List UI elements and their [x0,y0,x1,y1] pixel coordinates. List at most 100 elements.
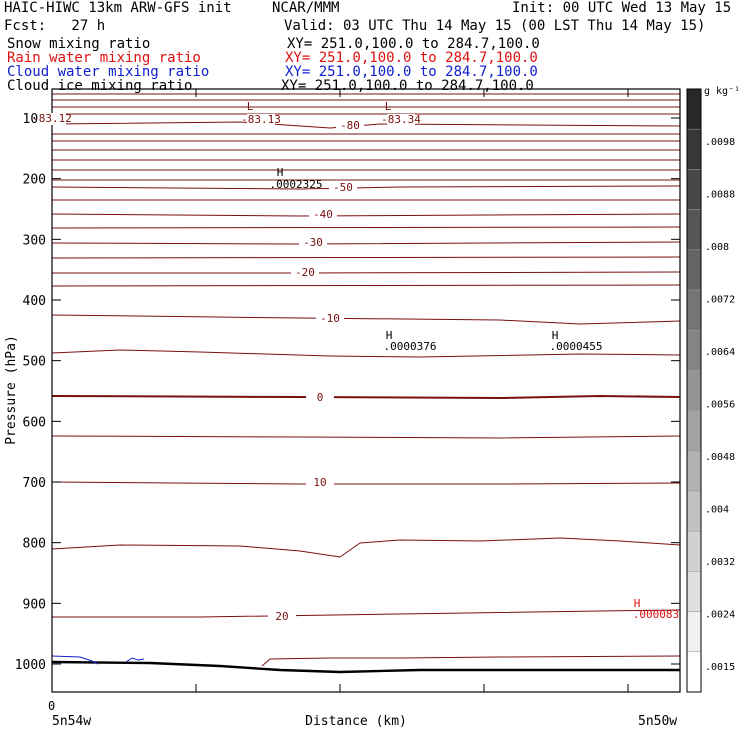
plot-frame [51,88,681,693]
colorbar-segment [686,530,702,572]
label-mask [247,114,275,126]
colorbar-segment [686,329,702,371]
colorbar-segment [686,410,702,452]
isotherm-line [51,213,681,217]
y-axis-label: Pressure (hPa) [4,335,19,445]
field-rain-xy: XY= 251.0,100.0 to 284.7,100.0 [285,50,538,66]
label-mask [306,392,334,404]
extremum-mark: H [552,329,559,342]
colorbar: .0098 .0088 .008 .0072 .0064 .0056 .0048 .004 .0… [686,88,735,693]
cloud-water-contour [51,655,99,665]
precip-contours [51,655,680,674]
colorbar-label: .008 [705,242,729,253]
label-mask [38,113,66,125]
colorbar-label: .0072 [705,295,735,306]
isotherm-line [51,256,681,259]
isotherm-line [51,314,681,325]
colorbar-segment [686,611,702,653]
isotherm-line [261,655,681,667]
isotherm-line [51,226,681,229]
field-rain-name: Rain water mixing ratio [7,50,201,66]
extremum-value: .0002325 [270,178,323,191]
isotherm-label: -10 [320,312,340,325]
colorbar-label: .0098 [705,137,735,148]
extremum-mark: L [247,100,254,113]
x-axis-label: Distance (km) [305,714,407,729]
isotherm-line [52,271,681,274]
isotherm-label: 0 [317,391,324,404]
extremum-value: .0000455 [550,340,603,353]
y-tick-label: 800 [23,537,46,552]
plot-title: HAIC-HIWC 13km ARW-GFS init [4,0,232,16]
colorbar-label: .0064 [705,347,735,358]
y-tick-label: 1000 [15,658,46,673]
valid-time: Valid: 03 UTC Thu 14 May 15 (00 LST Thu … [284,18,706,34]
colorbar-segment [686,249,702,291]
x-end-label: 5n50w [638,714,677,729]
field-snow-name: Snow mixing ratio [7,36,151,52]
isotherm-label: -40 [313,208,333,221]
isotherm-line [51,241,681,245]
isotherm-line [51,121,681,129]
isotherm-label: -83.12 [32,112,72,125]
distance-axis [195,89,629,692]
colorbar-segment [686,128,702,170]
extremum-value: .000083 [633,608,679,621]
y-tick-label: 400 [23,294,46,309]
isotherm-line [51,537,681,558]
extremum-value: .0000376 [384,340,437,353]
colorbar-label: .0048 [705,452,735,463]
colorbar-segment [686,651,702,693]
colorbar-segment [686,169,702,210]
isotherm-line [51,435,681,439]
colorbar-segment [686,571,702,612]
label-mask [291,267,319,279]
isotherm-label: -50 [333,181,353,194]
y-tick-label: 300 [23,233,46,248]
colorbar-segment [686,370,702,411]
cloud-water-contour [125,657,145,663]
x-zero-label: 0 [48,699,55,713]
label-mask [387,114,415,126]
field-cloudice-xy: XY= 251.0,100.0 to 284.7,100.0 [281,78,534,94]
y-tick-label: 900 [23,597,46,612]
x-start-label: 5n54w [52,714,91,729]
forecast-hour: Fcst: 27 h [4,18,106,34]
isotherm-label: -20 [295,266,315,279]
isotherm-label: -83.13 [241,113,281,126]
y-tick-label: 700 [23,476,46,491]
colorbar-segment [686,289,702,331]
isotherm-label: -80 [340,119,360,132]
colorbar-label: .0088 [705,190,735,201]
field-cloudwater-name: Cloud water mixing ratio [7,64,210,80]
colorbar-label: .0056 [705,400,735,411]
y-tick-label: 600 [23,415,46,430]
field-cloudice-name: Cloud ice mixing ratio [7,78,193,94]
contour-labels: -80 -50 -40 -30 -20 -10 0 10 20 -83.12 -83.13 -83.3… [32,100,679,623]
isotherm-line [52,609,681,618]
extremum-mark: L [385,100,392,113]
colorbar-label: .0032 [705,557,735,568]
label-mask [336,120,364,132]
colorbar-label: .004 [705,505,729,516]
isotherm-line [51,284,681,287]
zero-isotherm [51,394,681,400]
extremum-mark: H [634,597,641,610]
isotherm-line [51,481,681,485]
label-mask [316,313,344,325]
y-tick-label: 500 [23,355,46,370]
extremum-mark: H [386,329,393,342]
extremum-mark: H [277,166,284,179]
terrain-line [51,660,680,674]
colorbar-label: .0015 [705,662,735,673]
isotherm-line [51,349,681,358]
colorbar-segment [686,209,702,251]
label-mask [268,611,296,623]
field-snow-xy: XY= 251.0,100.0 to 284.7,100.0 [287,36,540,52]
colorbar-segment [686,450,702,492]
label-mask [309,209,337,221]
field-cloudwater-xy: XY= 251.0,100.0 to 284.7,100.0 [285,64,538,80]
isotherm-label: 10 [313,476,326,489]
